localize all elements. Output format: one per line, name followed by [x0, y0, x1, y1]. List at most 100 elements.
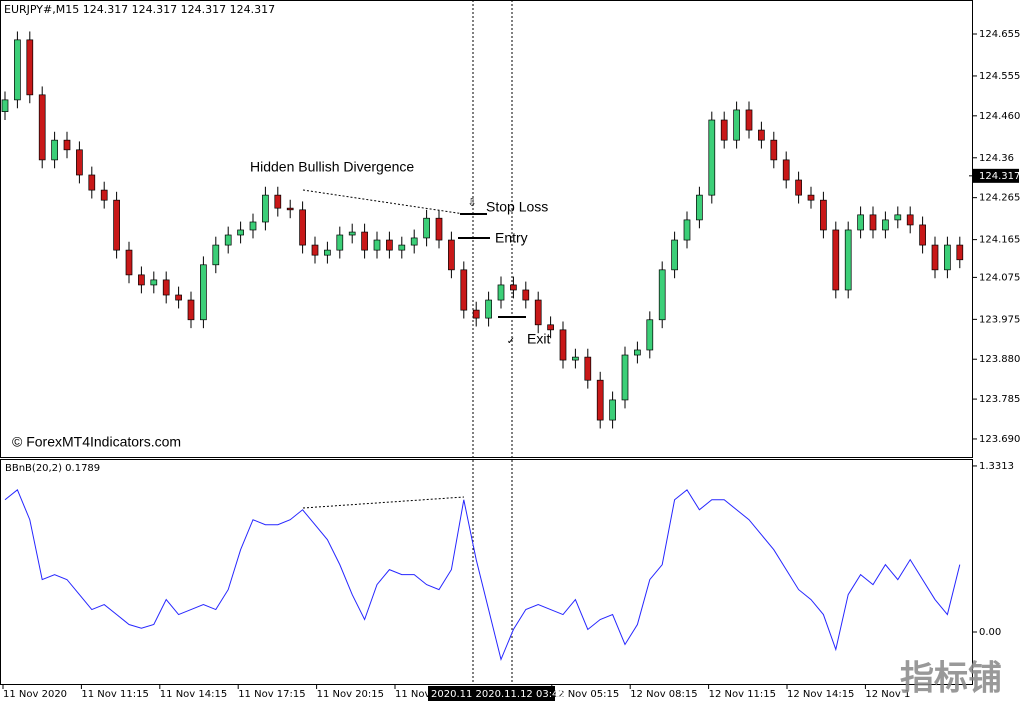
indicator-panel	[0, 459, 973, 685]
candle-body	[100, 189, 108, 201]
candle-body	[919, 224, 926, 246]
y-tick-label: 124.36	[979, 153, 1014, 164]
y-tick-label: 1.3313	[979, 461, 1014, 472]
candle-body	[671, 239, 678, 271]
candle-body	[931, 244, 939, 271]
candle-body	[472, 309, 480, 319]
candle-body	[609, 399, 616, 421]
y-tick-label: 0.00	[979, 627, 1001, 638]
candle-body	[237, 229, 244, 236]
candle-body	[782, 159, 790, 181]
candle-body	[634, 349, 641, 356]
candle-body	[336, 234, 344, 251]
candle-body	[324, 249, 331, 256]
watermark: © ForexMT4Indicators.com	[12, 434, 181, 450]
candle-body	[534, 299, 542, 326]
candle-body	[249, 221, 257, 231]
candle-body	[373, 239, 381, 251]
candle-body	[150, 279, 158, 286]
candle-body	[882, 219, 889, 231]
candle-body	[76, 149, 83, 176]
candle-body	[720, 119, 728, 141]
x-tick-label: 12 Nov 1	[865, 689, 910, 700]
candle-body	[175, 294, 182, 301]
candle-body	[584, 356, 592, 381]
candle-body	[448, 239, 455, 271]
x-tick-label: 11 Nov 14:15	[160, 689, 227, 700]
y-tick-label: 123.690	[979, 434, 1020, 445]
candle-body	[497, 284, 505, 301]
site-watermark: 指标铺	[900, 659, 1002, 699]
candle-body	[820, 199, 827, 231]
divergence-line	[302, 189, 465, 215]
candle-body	[348, 231, 356, 236]
candle-body	[423, 217, 430, 239]
candle-body	[1, 99, 9, 112]
y-tick-label: 123.975	[979, 314, 1020, 325]
candle-body	[596, 379, 604, 421]
candle-body	[212, 244, 220, 266]
candle-body	[708, 119, 716, 196]
candle-body	[956, 244, 964, 261]
candle-body	[795, 179, 802, 196]
indicator-label: BBnB(20,2) 0.1789	[5, 463, 100, 474]
candle-body	[162, 279, 170, 296]
candle-body	[485, 299, 492, 319]
candle-body	[398, 244, 406, 251]
annotation: Exit	[527, 331, 550, 347]
candle-body	[262, 194, 269, 223]
candle-body	[559, 329, 567, 361]
header: EURJPY#,M15 124.317 124.317 124.317 124.…	[4, 3, 275, 16]
y-tick-label: 124.460	[979, 111, 1020, 122]
main-panel	[0, 0, 973, 458]
candle-body	[63, 139, 71, 151]
candle-body	[522, 289, 530, 301]
candle-body	[187, 299, 195, 321]
cursor-box	[428, 686, 555, 701]
candle-body	[844, 229, 852, 291]
candle-body	[758, 129, 765, 141]
annotation: Entry	[495, 230, 528, 246]
candle-body	[410, 237, 418, 246]
arrow-icon: ⇩	[467, 196, 476, 209]
candle-body	[547, 324, 554, 331]
candle-body	[125, 249, 133, 276]
y-tick-label: 123.880	[979, 354, 1020, 365]
candle-body	[807, 194, 815, 201]
indicator-line	[4, 488, 961, 662]
candle-body	[906, 214, 914, 226]
x-tick-label: 12 Nov 11:15	[709, 689, 776, 700]
candle-body	[113, 199, 120, 251]
x-tick-label: 12 Nov 08:15	[630, 689, 697, 700]
candle-body	[38, 94, 46, 161]
candle-body	[733, 109, 740, 141]
candle-body	[658, 269, 666, 321]
y-tick-label: 124.265	[979, 193, 1020, 204]
x-tick-label: 11 Nov 17:15	[238, 689, 305, 700]
x-tick-label: 12 Nov 05:15	[552, 689, 619, 700]
candle-body	[683, 219, 691, 241]
candle-body	[138, 274, 145, 286]
y-tick-label: 124.655	[979, 29, 1020, 40]
x-tick-label: 11 Nov 20:15	[317, 689, 384, 700]
candle-body	[286, 207, 294, 211]
x-tick-label: 11 Nov 11:15	[81, 689, 148, 700]
candle-body	[944, 244, 951, 271]
candle-body	[696, 194, 703, 221]
current-price-box	[973, 168, 1019, 183]
y-tick-label: 124.555	[979, 71, 1020, 82]
y-tick-label: 124.165	[979, 235, 1020, 246]
candle-body	[646, 319, 654, 351]
candle-body	[386, 239, 393, 251]
candle-body	[311, 244, 319, 256]
candle-body	[460, 269, 468, 311]
candle-body	[510, 284, 517, 291]
x-tick-label: 11 Nov 2	[395, 689, 440, 700]
y-tick-label: 124.075	[979, 272, 1020, 283]
candle-body	[26, 39, 34, 96]
candle-body	[832, 229, 840, 291]
candle-body	[274, 194, 282, 209]
candle-body	[869, 214, 877, 231]
annotation: Hidden Bullish Divergence	[250, 159, 414, 175]
